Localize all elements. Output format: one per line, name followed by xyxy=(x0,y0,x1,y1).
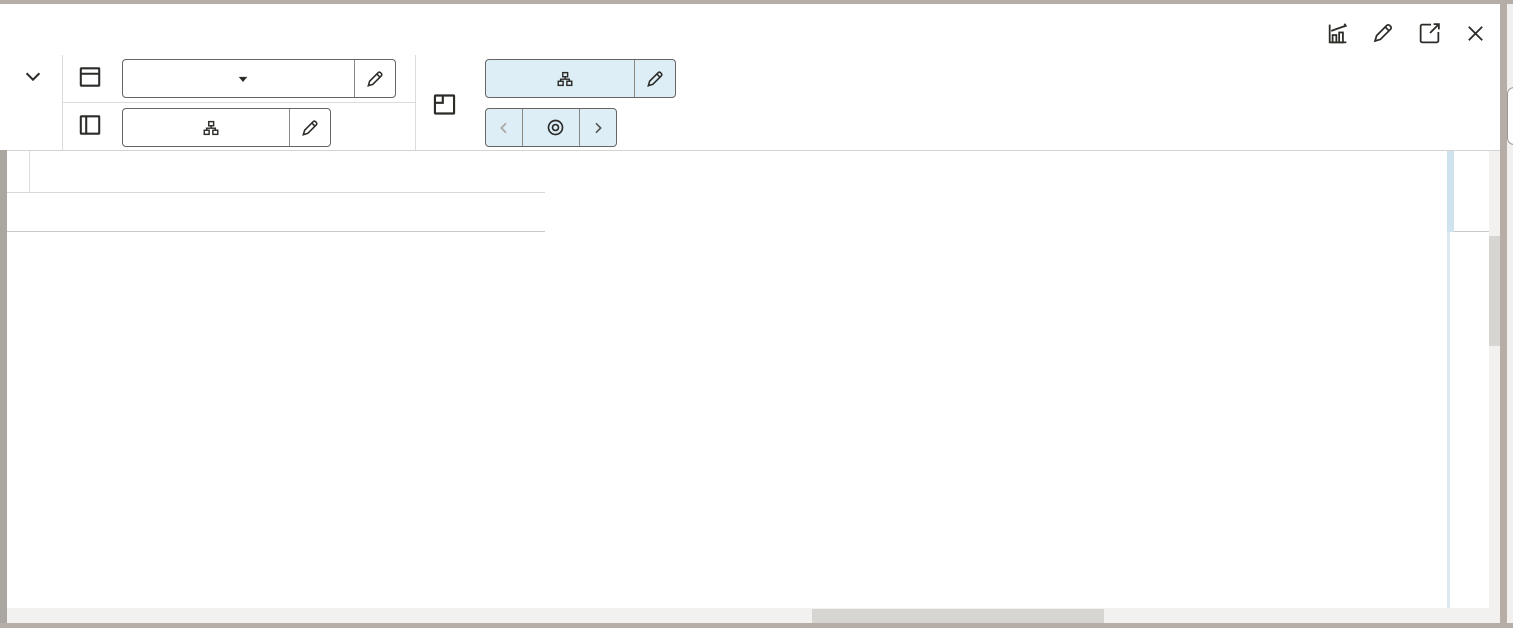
hierarchy-icon xyxy=(556,70,574,88)
chevron-down-icon xyxy=(22,65,44,92)
collapse-toolbar-button[interactable] xyxy=(18,65,48,91)
chevron-left-icon xyxy=(496,120,512,136)
location-dimension-button[interactable] xyxy=(486,60,634,97)
open-in-new-window-icon xyxy=(1417,21,1442,46)
vertical-scrollbar-track[interactable] xyxy=(1489,151,1500,608)
chevron-right-icon xyxy=(590,120,606,136)
next-page-button[interactable] xyxy=(579,109,616,146)
pane-splitter-line xyxy=(1447,232,1450,608)
window-border-bottom xyxy=(0,623,1513,628)
title-action-bar xyxy=(1322,18,1490,48)
bullseye-icon xyxy=(545,117,566,138)
corner-divider xyxy=(29,151,30,193)
chart-view-button[interactable] xyxy=(1322,18,1352,48)
page-selector[interactable] xyxy=(485,108,617,147)
product-dimension-button[interactable] xyxy=(123,109,289,146)
edit-location-button[interactable] xyxy=(634,60,675,97)
close-icon xyxy=(1464,22,1487,45)
toolbar-row-divider xyxy=(63,102,415,103)
pencil-icon xyxy=(645,69,665,89)
outer-page-strip xyxy=(1507,4,1513,623)
rows-axis-tile[interactable] xyxy=(122,108,331,147)
pencil-icon xyxy=(1371,21,1395,45)
window-border-left xyxy=(0,150,7,623)
vertical-scrollbar-thumb[interactable] xyxy=(1489,236,1500,346)
current-page-button[interactable] xyxy=(522,109,579,146)
hierarchy-icon xyxy=(202,119,220,137)
rows-axis-icon xyxy=(77,112,103,138)
toolbar-divider xyxy=(415,55,416,150)
page-axis-icon xyxy=(431,91,458,118)
close-button[interactable] xyxy=(1460,18,1490,48)
bar-chart-icon xyxy=(1325,21,1350,46)
edit-measure-button[interactable] xyxy=(354,60,395,97)
columns-axis-icon xyxy=(77,64,103,90)
grid-top-border xyxy=(0,150,1500,151)
page-axis-tile[interactable] xyxy=(485,59,676,98)
toolbar-divider xyxy=(62,55,63,150)
previous-page-button[interactable] xyxy=(486,109,522,146)
edit-view-button[interactable] xyxy=(1368,18,1398,48)
grid-body xyxy=(0,232,1500,608)
pencil-icon xyxy=(365,69,385,89)
measure-dimension-button[interactable] xyxy=(123,60,354,97)
window-border-right xyxy=(1500,0,1507,628)
corner-measure-label xyxy=(7,151,545,193)
horizontal-scrollbar-track[interactable] xyxy=(7,608,1500,623)
corner-product-label xyxy=(7,194,545,232)
edit-product-button[interactable] xyxy=(289,109,330,146)
caret-down-icon xyxy=(237,73,249,85)
pencil-icon xyxy=(300,118,320,138)
pane-splitter[interactable] xyxy=(1447,151,1454,232)
window-border-top xyxy=(0,0,1513,4)
columns-axis-tile[interactable] xyxy=(122,59,396,98)
open-window-button[interactable] xyxy=(1414,18,1444,48)
outer-scrollbar-thumb[interactable] xyxy=(1507,87,1513,145)
overflow-column-header[interactable] xyxy=(1454,151,1489,232)
horizontal-scrollbar-thumb[interactable] xyxy=(812,609,1104,623)
